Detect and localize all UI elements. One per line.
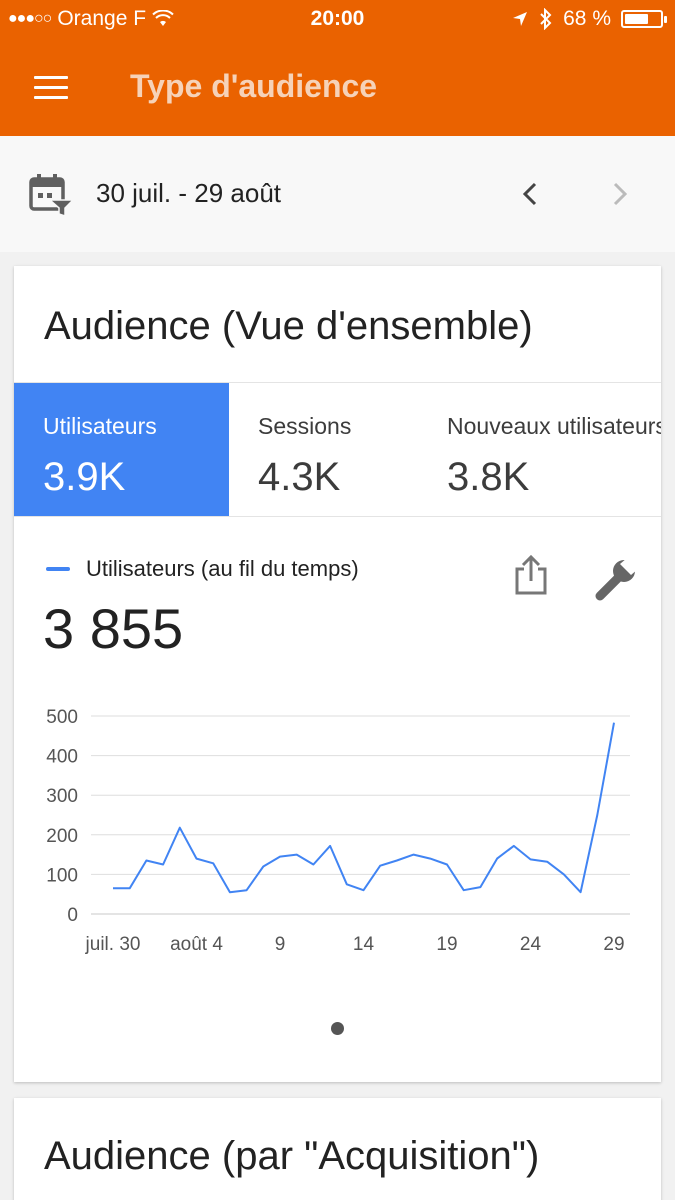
chevron-left-icon[interactable] (515, 178, 547, 210)
x-tick-label: 9 (275, 934, 286, 955)
metric-tabs: Utilisateurs 3.9K Sessions 4.3K Nouveaux… (14, 382, 661, 517)
x-tick-label: juil. 30 (85, 934, 141, 955)
location-arrow-icon (513, 12, 528, 26)
audience-acquisition-card: Audience (par "Acquisition") (14, 1098, 661, 1200)
x-tick-label: 29 (603, 934, 624, 955)
tab-value: 3.9K (43, 455, 126, 499)
pager-dot[interactable] (331, 1022, 344, 1035)
card-title: Audience (par "Acquisition") (44, 1134, 540, 1178)
y-tick-label: 400 (46, 747, 78, 768)
audience-overview-card: Audience (Vue d'ensemble) Utilisateurs 3… (14, 266, 661, 1082)
x-tick-label: 19 (436, 934, 457, 955)
tab-sessions[interactable]: Sessions 4.3K (229, 383, 418, 516)
wrench-icon[interactable] (594, 556, 640, 602)
carrier-name: Orange F (57, 7, 147, 30)
y-tick-label: 200 (46, 826, 78, 847)
status-time: 20:00 (310, 7, 365, 30)
x-tick-label: 24 (520, 934, 542, 955)
tab-users[interactable]: Utilisateurs 3.9K (14, 383, 229, 516)
chevron-right-icon[interactable] (603, 178, 635, 210)
page-title: Type d'audience (130, 68, 378, 104)
tab-label: Utilisateurs (43, 413, 157, 439)
date-range-bar: 30 juil. - 29 août (0, 136, 675, 252)
hamburger-menu-icon[interactable] (34, 76, 68, 100)
calendar-filter-icon[interactable] (28, 173, 74, 217)
y-tick-label: 300 (46, 786, 78, 807)
y-tick-label: 100 (46, 865, 78, 886)
y-tick-label: 500 (46, 707, 78, 728)
battery-icon (621, 10, 667, 28)
date-range-label[interactable]: 30 juil. - 29 août (96, 178, 282, 208)
tab-value: 4.3K (258, 455, 341, 499)
bluetooth-icon (540, 8, 552, 30)
y-tick-label: 0 (67, 905, 78, 926)
series-line-users (113, 722, 615, 894)
status-bar: ●●●○○ Orange F 20:00 68 % (0, 0, 675, 38)
chart-legend: Utilisateurs (au fil du temps) (46, 556, 359, 582)
users-line-chart: 0 100 200 300 400 500 juil. 30 août 4 9 14 19 24 29 (46, 707, 630, 955)
status-right: 68 % (511, 7, 667, 31)
tab-label: Sessions (258, 413, 352, 439)
app-bar: Type d'audience (0, 38, 675, 136)
card-title: Audience (Vue d'ensemble) (44, 304, 533, 348)
battery-percent: 68 % (563, 7, 611, 30)
legend-swatch (46, 567, 70, 571)
x-tick-label: 14 (353, 934, 375, 955)
share-icon[interactable] (511, 554, 551, 596)
wifi-icon (152, 10, 174, 26)
tab-value: 3.8K (447, 455, 530, 499)
metric-total: 3 855 (43, 597, 184, 660)
status-left: ●●●○○ Orange F (8, 7, 174, 31)
tab-label: Nouveaux utilisateurs (447, 413, 661, 439)
signal-icon: ●●●○○ (8, 10, 52, 27)
tab-new-users[interactable]: Nouveaux utilisateurs 3.8K (418, 383, 661, 516)
metric-label: Utilisateurs (au fil du temps) (86, 556, 359, 581)
x-tick-label: août 4 (170, 934, 223, 955)
